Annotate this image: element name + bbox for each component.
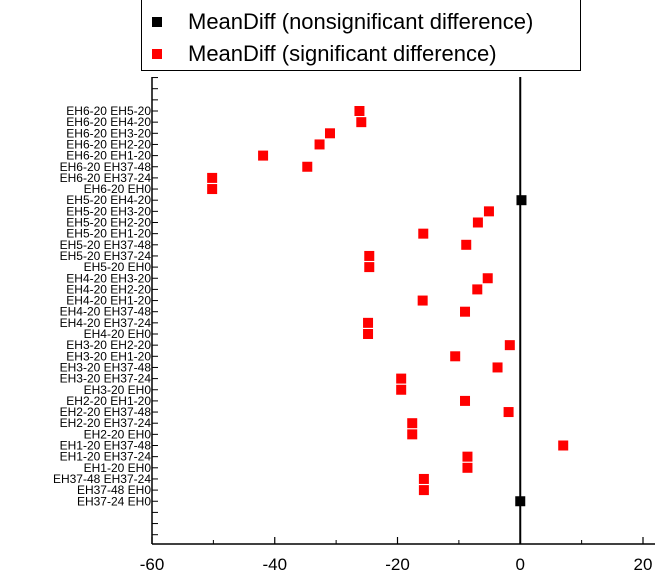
y-category-label: EH37-48 EH37-24: [53, 472, 151, 486]
y-category-label: EH4-20 EH1-20: [66, 294, 151, 308]
point-significant: [418, 228, 429, 239]
y-category-label: EH4-20 EH0: [84, 327, 152, 341]
y-category-label: EH6-20 EH37-24: [60, 171, 152, 185]
y-category-label: EH4-20 EH2-20: [66, 282, 151, 296]
point-significant: [396, 373, 407, 384]
y-category-label: EH1-20 EH37-24: [60, 450, 152, 464]
point-significant: [407, 429, 418, 440]
legend-item-nonsignificant: MeanDiff (nonsignificant difference): [152, 7, 533, 37]
x-tick-label: 20: [634, 555, 653, 574]
point-significant: [472, 284, 483, 295]
y-category-label: EH4-20 EH3-20: [66, 271, 151, 285]
y-category-label: EH6-20 EH5-20: [66, 104, 151, 118]
point-significant: [461, 239, 472, 250]
y-category-label: EH5-20 EH1-20: [66, 227, 151, 241]
legend-label-significant: MeanDiff (significant difference): [188, 41, 497, 66]
y-category-label: EH5-20 EH0: [84, 260, 152, 274]
point-significant: [503, 407, 514, 418]
y-category-label: EH5-20 EH4-20: [66, 193, 151, 207]
point-significant: [364, 250, 375, 261]
x-tick-label: -60: [140, 555, 165, 574]
y-category-label: EH1-20 EH0: [84, 461, 152, 475]
y-category-label: EH6-20 EH2-20: [66, 137, 151, 151]
y-category-label: EH1-20 EH37-48: [60, 439, 152, 453]
y-category-label: EH5-20 EH2-20: [66, 216, 151, 230]
legend-marker-nonsignificant: [152, 17, 162, 27]
point-nonsignificant: [515, 496, 526, 507]
y-category-label: EH5-20 EH3-20: [66, 204, 151, 218]
y-category-label: EH3-20 EH2-20: [66, 338, 151, 352]
y-category-label: EH5-20 EH37-48: [60, 238, 152, 252]
point-significant: [472, 217, 483, 228]
y-category-label: EH5-20 EH37-24: [60, 249, 152, 263]
legend-item-significant: MeanDiff (significant difference): [152, 39, 497, 69]
point-significant: [407, 418, 418, 429]
point-significant: [482, 273, 493, 284]
legend: MeanDiff (nonsignificant difference) Mea…: [141, 0, 581, 71]
point-significant: [418, 485, 429, 496]
point-nonsignificant: [516, 195, 527, 206]
point-significant: [504, 340, 515, 351]
y-category-label: EH3-20 EH0: [84, 383, 152, 397]
y-category-label: EH6-20 EH4-20: [66, 115, 151, 129]
legend-label-nonsignificant: MeanDiff (nonsignificant difference): [188, 9, 534, 34]
y-category-label: EH37-48 EH0: [77, 483, 151, 497]
y-category-label: EH3-20 EH37-24: [60, 372, 152, 386]
y-category-label: EH6-20 EH3-20: [66, 126, 151, 140]
x-tick-label: -40: [262, 555, 287, 574]
point-significant: [324, 128, 335, 139]
point-significant: [302, 161, 313, 172]
point-significant: [418, 473, 429, 484]
point-significant: [363, 329, 374, 339]
y-category-label: EH2-20 EH1-20: [66, 394, 151, 408]
legend-marker-significant: [152, 49, 162, 59]
point-significant: [207, 172, 218, 183]
point-significant: [207, 184, 218, 195]
point-significant: [462, 451, 473, 462]
point-significant: [356, 117, 367, 128]
point-significant: [460, 306, 471, 317]
x-tick-label: 0: [516, 555, 525, 574]
y-category-label: EH3-20 EH1-20: [66, 349, 151, 363]
point-significant: [417, 295, 428, 306]
point-significant: [460, 395, 471, 406]
y-category-label: EH6-20 EH37-48: [60, 160, 152, 174]
point-significant: [364, 262, 375, 273]
point-significant: [258, 150, 269, 161]
y-category-label: EH6-20 EH0: [84, 182, 152, 196]
y-category-label: EH2-20 EH37-48: [60, 405, 152, 419]
point-significant: [354, 106, 365, 116]
point-significant: [396, 384, 407, 395]
point-significant: [450, 351, 461, 362]
y-category-label: EH2-20 EH0: [84, 427, 152, 441]
y-category-label: EH6-20 EH1-20: [66, 149, 151, 163]
point-significant: [492, 362, 503, 373]
point-significant: [483, 206, 494, 217]
point-significant: [363, 317, 374, 328]
y-category-label: EH4-20 EH37-48: [60, 305, 152, 319]
y-category-label: EH3-20 EH37-48: [60, 360, 152, 374]
x-tick-label: -20: [385, 555, 410, 574]
y-category-label: EH2-20 EH37-24: [60, 416, 152, 430]
y-category-label: EH4-20 EH37-24: [60, 316, 152, 330]
point-significant: [558, 440, 569, 451]
point-significant: [462, 462, 473, 473]
point-significant: [314, 139, 325, 150]
y-category-label: EH37-24 EH0: [77, 494, 151, 508]
